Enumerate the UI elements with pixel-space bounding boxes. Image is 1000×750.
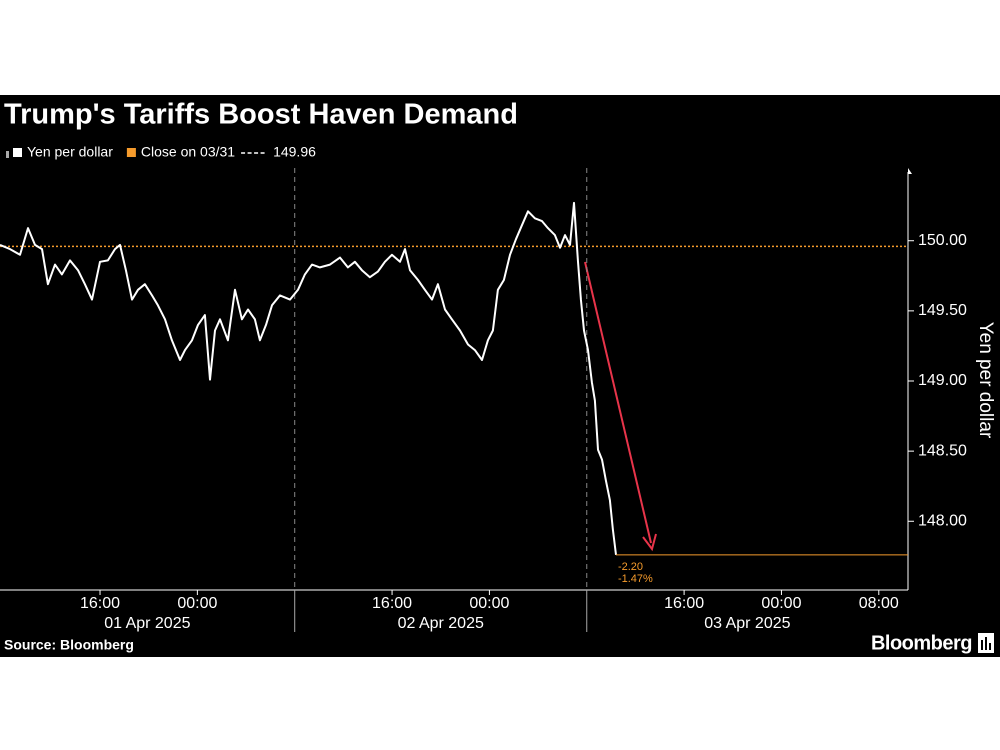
line-series <box>0 201 617 556</box>
y-axis-arrow <box>908 168 912 174</box>
y-tick-label: 148.00 <box>918 512 967 529</box>
y-axis-label: Yen per dollar <box>975 322 996 439</box>
day-label: 03 Apr 2025 <box>704 615 790 632</box>
legend-swatch <box>126 148 136 157</box>
legend-value: 149.96 <box>273 144 316 160</box>
arrow-shaft <box>584 261 652 544</box>
x-tick-label: 08:00 <box>859 595 899 612</box>
y-tick-label: 150.00 <box>918 232 967 249</box>
y-tick-label: 148.50 <box>918 442 967 459</box>
x-tick-label: 00:00 <box>177 595 217 612</box>
source: Source: Bloomberg <box>4 637 134 653</box>
y-tick-label: 149.00 <box>918 372 967 389</box>
legend-swatch <box>13 148 22 157</box>
legend-label: Close on 03/31 <box>141 144 235 160</box>
x-tick-label: 16:00 <box>80 595 120 612</box>
y-tick-label: 149.50 <box>918 302 967 319</box>
legend: Yen per dollar Close on 03/31 149.96 <box>6 144 316 160</box>
legend-label: Yen per dollar <box>27 144 113 160</box>
background <box>0 95 1000 657</box>
x-tick-label: 00:00 <box>469 595 509 612</box>
brand: Bloomberg <box>871 632 972 654</box>
change-label: -2.20 <box>618 561 643 573</box>
x-tick-label: 16:00 <box>372 595 412 612</box>
x-tick-label: 16:00 <box>664 595 704 612</box>
x-tick-label: 00:00 <box>761 595 801 612</box>
legend-icon <box>6 151 9 158</box>
arrow-head <box>642 533 657 552</box>
change-pct-label: -1.47% <box>618 573 653 585</box>
brand-icon-detail <box>981 637 991 650</box>
chart-title: Trump's Tariffs Boost Haven Demand <box>4 99 518 131</box>
day-label: 02 Apr 2025 <box>398 615 484 632</box>
day-label: 01 Apr 2025 <box>104 615 190 632</box>
